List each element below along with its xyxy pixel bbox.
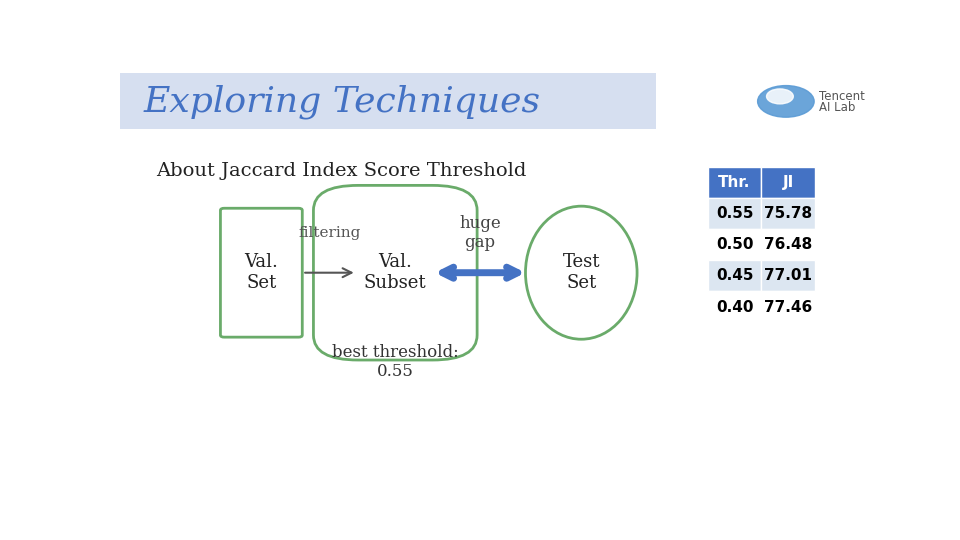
- FancyBboxPatch shape: [120, 73, 656, 129]
- Text: 0.45: 0.45: [716, 268, 754, 284]
- Text: 0.40: 0.40: [716, 300, 754, 314]
- Text: best threshold:
0.55: best threshold: 0.55: [332, 344, 459, 380]
- FancyBboxPatch shape: [761, 260, 815, 292]
- FancyBboxPatch shape: [313, 185, 477, 360]
- Circle shape: [757, 85, 814, 117]
- FancyBboxPatch shape: [761, 292, 815, 322]
- Text: 0.50: 0.50: [716, 237, 754, 252]
- Text: huge
gap: huge gap: [459, 215, 501, 252]
- FancyBboxPatch shape: [761, 198, 815, 229]
- Text: Thr.: Thr.: [718, 175, 751, 190]
- Text: Tencent: Tencent: [820, 90, 865, 103]
- Text: Test
Set: Test Set: [563, 253, 600, 292]
- Text: AI Lab: AI Lab: [820, 101, 855, 114]
- Text: 77.46: 77.46: [764, 300, 812, 314]
- FancyBboxPatch shape: [761, 229, 815, 260]
- Text: 0.55: 0.55: [716, 206, 754, 221]
- FancyBboxPatch shape: [708, 292, 761, 322]
- Circle shape: [766, 89, 793, 104]
- FancyBboxPatch shape: [708, 167, 761, 198]
- Text: Exploring Techniques: Exploring Techniques: [144, 84, 540, 119]
- Text: Val.
Set: Val. Set: [245, 253, 278, 292]
- FancyBboxPatch shape: [708, 229, 761, 260]
- FancyBboxPatch shape: [221, 208, 302, 337]
- FancyBboxPatch shape: [708, 198, 761, 229]
- Text: filtering: filtering: [299, 226, 361, 240]
- Text: About Jaccard Index Score Threshold: About Jaccard Index Score Threshold: [156, 162, 526, 180]
- FancyBboxPatch shape: [708, 260, 761, 292]
- Text: JI: JI: [782, 175, 794, 190]
- Text: Val.
Subset: Val. Subset: [364, 253, 426, 292]
- Text: 77.01: 77.01: [764, 268, 812, 284]
- Ellipse shape: [525, 206, 637, 339]
- FancyBboxPatch shape: [761, 167, 815, 198]
- Text: 75.78: 75.78: [764, 206, 812, 221]
- Text: 76.48: 76.48: [764, 237, 812, 252]
